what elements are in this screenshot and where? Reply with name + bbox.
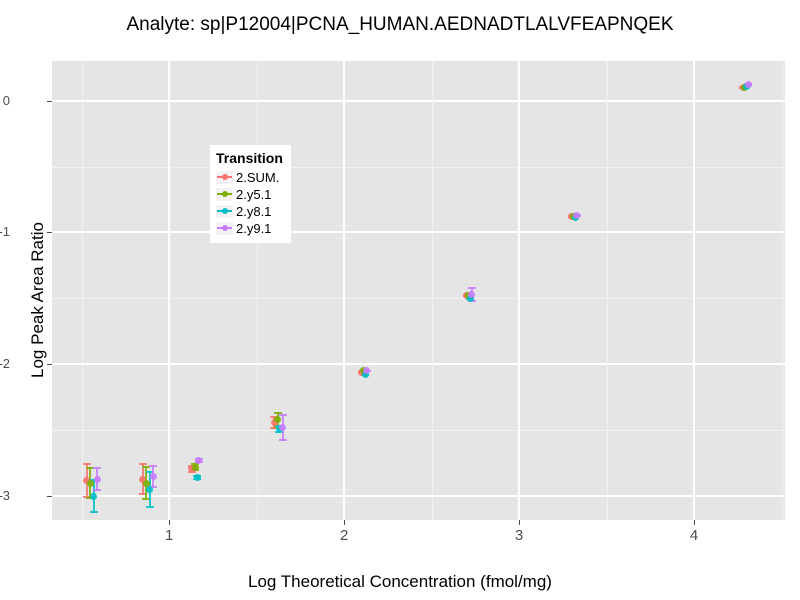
gridline-y-major — [52, 363, 785, 366]
legend-key-icon — [216, 205, 233, 218]
legend-item-2[interactable]: 2.y8.1 — [216, 203, 283, 220]
legend-item-label: 2.y5.1 — [236, 187, 272, 202]
error-bar-cap — [89, 511, 98, 514]
data-point — [146, 486, 154, 494]
chart-title: Analyte: sp|P12004|PCNA_HUMAN.AEDNADTLAL… — [126, 14, 674, 35]
y-tick-label: -3 — [0, 488, 10, 504]
gridline-y-major — [52, 99, 785, 102]
gridline-y-minor — [52, 166, 785, 168]
error-bar-cap — [270, 426, 279, 429]
legend-key-icon — [216, 188, 233, 201]
gridline-x-major — [693, 61, 696, 520]
data-point — [361, 371, 369, 379]
gridline-x-major — [343, 61, 346, 520]
error-bar-cap — [273, 411, 282, 414]
y-tick-mark — [47, 364, 52, 366]
error-bar-cap — [93, 467, 102, 470]
data-point — [90, 492, 98, 500]
data-point — [573, 211, 581, 219]
data-point — [193, 474, 201, 482]
y-tick-mark — [47, 496, 52, 498]
plot-panel: Transition 2.SUM. 2.y5.1 2.y8.1 2.y9.1 — [52, 61, 785, 520]
data-point — [363, 367, 371, 375]
x-tick-label: 3 — [514, 527, 524, 544]
legend-item-label: 2.y8.1 — [236, 204, 272, 219]
error-bar-cap — [82, 463, 91, 466]
gridline-x-major — [168, 61, 171, 520]
data-point — [93, 475, 101, 483]
x-tick-mark — [344, 520, 346, 525]
error-bar-cap — [142, 465, 151, 468]
gridline-x-minor — [606, 61, 608, 520]
y-tick-mark — [47, 100, 52, 102]
gridline-x-minor — [431, 61, 433, 520]
data-point — [466, 294, 474, 302]
data-point — [744, 81, 752, 89]
data-point — [139, 475, 147, 483]
legend-item-0[interactable]: 2.SUM. — [216, 169, 283, 186]
gridline-x-minor — [781, 61, 783, 520]
error-bar-cap — [82, 495, 91, 498]
gridline-y-major — [52, 495, 785, 498]
gridline-y-minor — [52, 430, 785, 432]
y-axis-title: Log Peak Area Ratio — [28, 222, 47, 378]
x-axis-title: Log Theoretical Concentration (fmol/mg) — [248, 572, 552, 591]
data-point — [274, 416, 282, 424]
error-bar-cap — [149, 464, 158, 467]
legend-item-3[interactable]: 2.y9.1 — [216, 220, 283, 237]
gridline-x-minor — [256, 61, 258, 520]
error-bar-cap — [145, 506, 154, 509]
legend-items: 2.SUM. 2.y5.1 2.y8.1 2.y9.1 — [216, 169, 283, 237]
legend: Transition 2.SUM. 2.y5.1 2.y8.1 2.y9.1 — [210, 145, 291, 243]
data-point — [195, 457, 203, 465]
data-point — [270, 418, 278, 426]
data-point — [279, 424, 287, 432]
gridline-x-minor — [81, 61, 83, 520]
data-point — [468, 290, 476, 298]
x-tick-label: 1 — [165, 527, 174, 544]
x-tick-mark — [694, 520, 696, 525]
legend-key-icon — [216, 171, 233, 184]
y-tick-mark — [47, 232, 52, 234]
error-bar-cap — [86, 467, 95, 470]
y-tick-label: 0 — [2, 92, 10, 108]
error-bar-cap — [138, 492, 147, 495]
error-bar-cap — [142, 498, 151, 501]
legend-item-1[interactable]: 2.y5.1 — [216, 186, 283, 203]
x-tick-label: 4 — [689, 527, 699, 544]
legend-title: Transition — [216, 150, 283, 166]
error-bar-cap — [93, 488, 102, 491]
x-tick-label: 2 — [339, 527, 349, 544]
error-bar-cap — [145, 471, 154, 474]
y-tick-label: -2 — [0, 356, 10, 372]
legend-item-label: 2.y9.1 — [236, 221, 272, 236]
data-point — [86, 479, 94, 487]
legend-item-label: 2.SUM. — [236, 170, 280, 185]
gridline-y-minor — [52, 298, 785, 300]
x-tick-mark — [519, 520, 521, 525]
y-tick-label: -1 — [0, 224, 10, 240]
legend-key-icon — [216, 222, 233, 235]
data-point — [149, 472, 157, 480]
error-bar-cap — [138, 463, 147, 466]
error-bar-cap — [149, 486, 158, 489]
gridline-x-major — [518, 61, 521, 520]
error-bar-cap — [278, 438, 287, 441]
x-tick-mark — [169, 520, 171, 525]
error-bar-cap — [467, 286, 476, 289]
data-point — [142, 479, 150, 487]
error-bar-cap — [278, 414, 287, 417]
gridline-y-major — [52, 231, 785, 234]
data-point — [191, 463, 199, 471]
